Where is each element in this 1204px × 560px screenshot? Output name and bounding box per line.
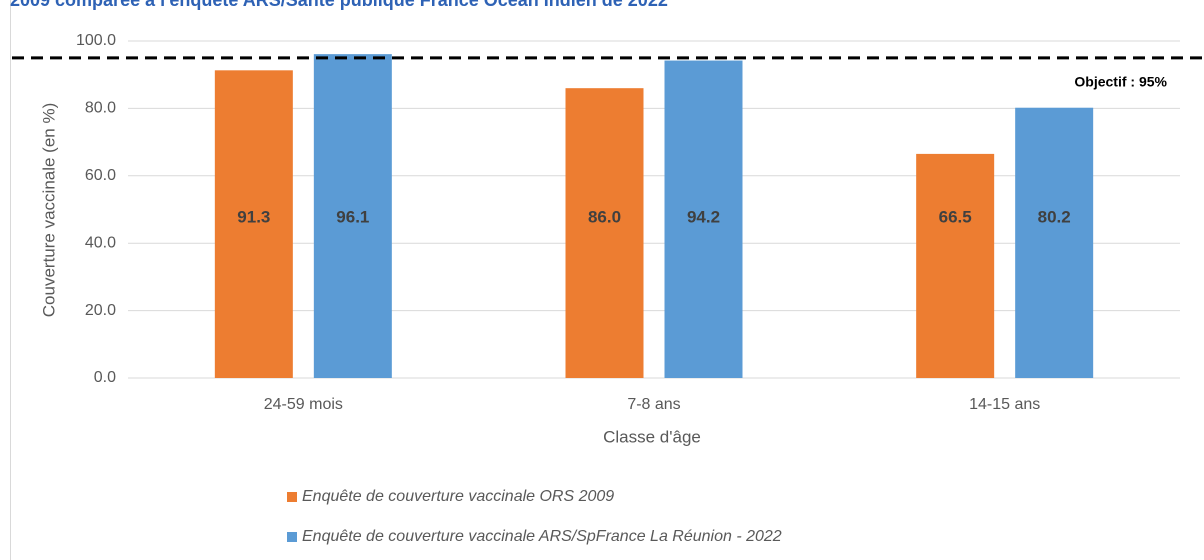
chart-title: 2009 comparée à l'enquête ARS/Santé publ…: [10, 0, 668, 10]
data-label: 91.3: [237, 207, 270, 226]
y-tick-label: 60.0: [85, 167, 116, 184]
bar: [214, 70, 293, 378]
x-axis-title: Classe d'âge: [603, 427, 701, 446]
y-tick-label: 100.0: [76, 32, 116, 49]
legend-swatch: [287, 532, 297, 542]
bar: [1015, 107, 1094, 378]
x-tick-label: 7-8 ans: [627, 396, 680, 413]
y-tick-label: 80.0: [85, 100, 116, 117]
y-tick-label: 20.0: [85, 302, 116, 319]
data-label: 94.2: [687, 207, 720, 226]
bar: [313, 54, 392, 378]
data-label: 86.0: [588, 207, 621, 226]
data-label: 96.1: [336, 207, 369, 226]
y-axis-title: Couverture vaccinale (en %): [39, 103, 58, 317]
legend-label: Enquête de couverture vaccinale ARS/SpFr…: [302, 528, 782, 545]
x-tick-label: 24-59 mois: [264, 396, 343, 413]
bar: [664, 60, 743, 379]
y-tick-label: 40.0: [85, 234, 116, 251]
data-label: 80.2: [1038, 207, 1071, 226]
bar: [565, 88, 644, 379]
bar: [916, 153, 995, 378]
x-tick-label: 14-15 ans: [969, 396, 1040, 413]
reference-label: Objectif : 95%: [1074, 74, 1167, 90]
y-tick-label: 0.0: [94, 369, 116, 386]
data-label: 66.5: [939, 207, 972, 226]
legend-label: Enquête de couverture vaccinale ORS 2009: [302, 488, 614, 505]
legend-swatch: [287, 492, 297, 502]
